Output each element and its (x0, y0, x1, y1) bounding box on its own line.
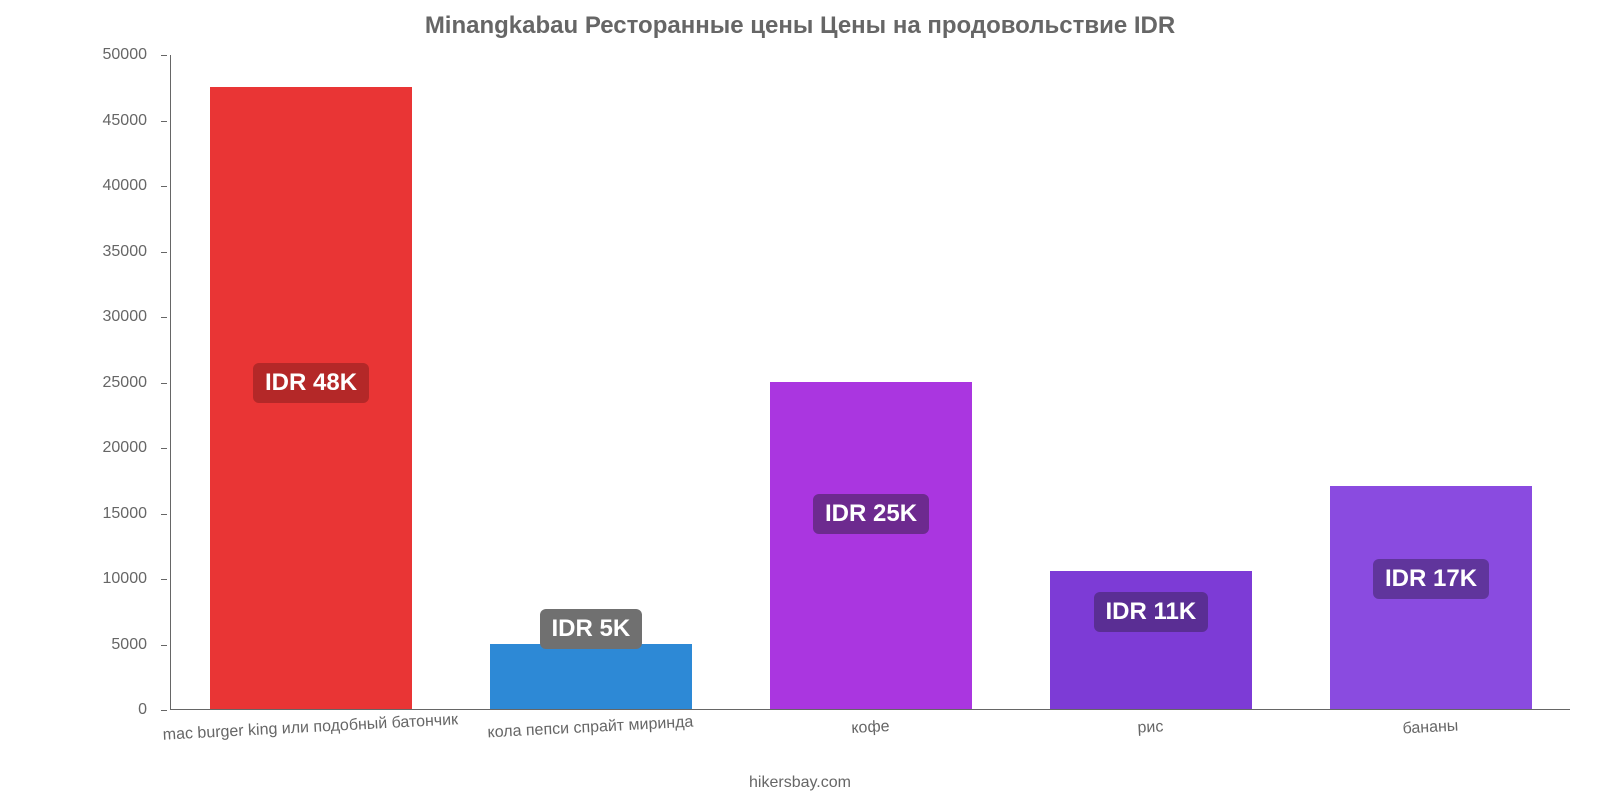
bar (770, 382, 972, 710)
attribution: hikersbay.com (0, 774, 1600, 792)
bar (490, 644, 692, 710)
x-axis-label: кола пепси спрайт миринда (487, 714, 694, 743)
y-tick-label: 20000 (103, 439, 148, 457)
y-tick-mark (161, 383, 167, 384)
y-tick-mark (161, 186, 167, 187)
plot-area: 0500010000150002000025000300003500040000… (170, 55, 1570, 710)
y-tick-label: 0 (138, 701, 147, 719)
x-axis-labels: mac burger king или подобный батончиккол… (170, 715, 1570, 755)
y-tick-mark (161, 645, 167, 646)
y-tick-label: 50000 (103, 46, 148, 64)
y-tick-mark (161, 121, 167, 122)
y-tick-label: 30000 (103, 308, 148, 326)
y-tick-mark (161, 317, 167, 318)
y-tick-label: 45000 (103, 112, 148, 130)
y-tick-mark (161, 55, 167, 56)
x-axis-label: кофе (851, 718, 890, 738)
x-axis-label: бананы (1402, 718, 1459, 739)
value-badge: IDR 48K (253, 363, 369, 403)
x-axis-label: рис (1137, 718, 1164, 737)
chart-title: Minangkabau Ресторанные цены Цены на про… (0, 12, 1600, 40)
y-tick-mark (161, 710, 167, 711)
y-tick-label: 40000 (103, 177, 148, 195)
x-axis-label: mac burger king или подобный батончик (162, 711, 458, 744)
y-tick-label: 5000 (111, 636, 147, 654)
y-tick-label: 10000 (103, 570, 148, 588)
value-badge: IDR 5K (540, 609, 643, 649)
y-tick-mark (161, 579, 167, 580)
y-tick-mark (161, 514, 167, 515)
chart-container: Minangkabau Ресторанные цены Цены на про… (0, 0, 1600, 800)
y-tick-label: 15000 (103, 505, 148, 523)
value-badge: IDR 11K (1094, 592, 1209, 632)
y-tick-mark (161, 448, 167, 449)
y-tick-mark (161, 252, 167, 253)
value-badge: IDR 25K (813, 494, 929, 534)
y-tick-label: 35000 (103, 243, 148, 261)
value-badge: IDR 17K (1373, 559, 1489, 599)
y-tick-label: 25000 (103, 374, 148, 392)
